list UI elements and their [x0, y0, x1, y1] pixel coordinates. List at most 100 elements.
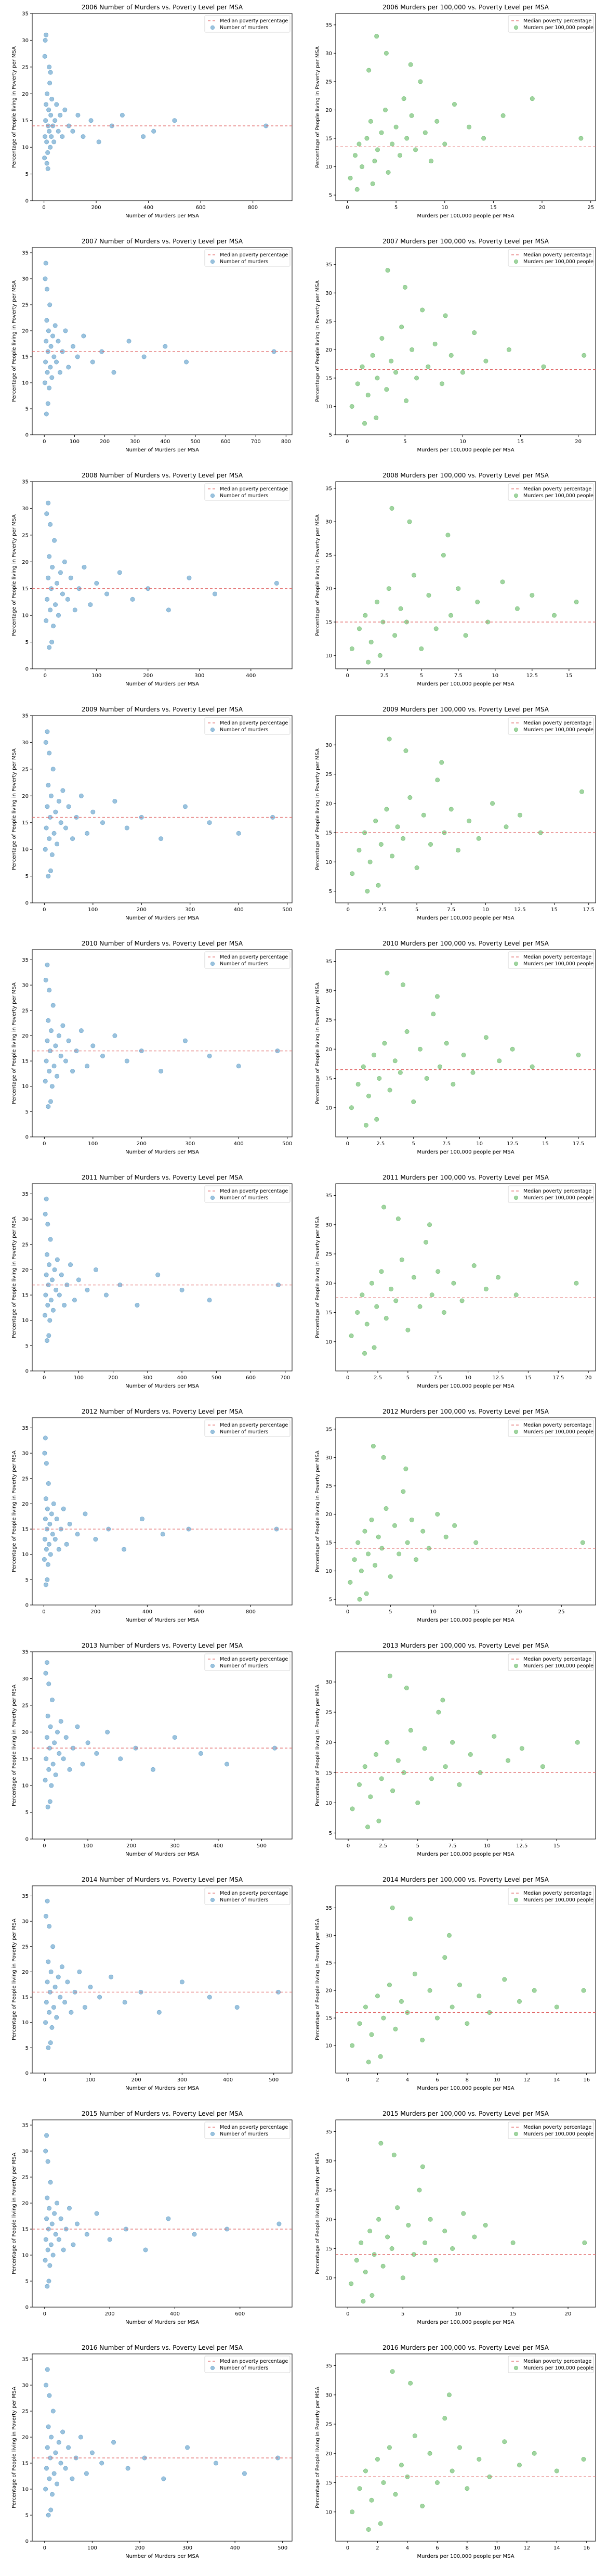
data-point	[179, 1979, 184, 1985]
x-tick-label: 5	[394, 205, 398, 211]
data-point	[370, 353, 375, 358]
legend-box	[508, 951, 594, 969]
legend-median-label: Median poverty percentage	[523, 2125, 591, 2130]
y-tick-label: 10	[325, 1569, 332, 1574]
data-point	[407, 519, 412, 524]
data-point	[448, 353, 454, 358]
x-tick-label: 0	[346, 2311, 349, 2317]
chart-panel-13: 2012 Murders per 100,000 vs. Poverty Lev…	[315, 1408, 596, 1623]
data-point	[68, 1262, 73, 1267]
data-point	[404, 136, 410, 141]
plot-frame	[32, 1417, 293, 1606]
plot-frame	[32, 715, 293, 903]
data-point	[384, 387, 389, 392]
data-point	[483, 358, 489, 364]
data-point	[44, 339, 49, 344]
data-point	[350, 1806, 355, 1811]
data-point	[49, 2492, 55, 2497]
data-point	[64, 1542, 69, 1547]
data-point	[43, 1079, 48, 1084]
data-point	[378, 2054, 383, 2059]
data-point	[450, 1740, 455, 1745]
data-point	[374, 34, 379, 39]
data-point	[402, 284, 407, 290]
data-point	[44, 2383, 49, 2388]
x-tick-label: 5	[389, 1609, 392, 1615]
data-point	[57, 1751, 62, 1756]
y-tick-label: 30	[325, 1680, 332, 1686]
legend-box	[204, 483, 291, 501]
legend-marker-swatch	[210, 1429, 215, 1434]
data-point	[365, 393, 371, 398]
x-tick-label: 400	[160, 439, 170, 445]
data-point	[82, 565, 87, 570]
data-point	[100, 1053, 105, 1058]
data-point	[401, 1489, 406, 1494]
data-point	[44, 1196, 49, 1201]
panel-title: 2015 Number of Murders vs. Poverty Level…	[82, 2110, 243, 2117]
chart-panel-14: 2013 Number of Murders vs. Poverty Level…	[11, 1642, 293, 1857]
data-point	[379, 336, 385, 341]
panel-title: 2013 Murders per 100,000 vs. Poverty Lev…	[382, 1642, 549, 1649]
data-point	[361, 2299, 366, 2304]
y-tick-label: 30	[325, 1455, 332, 1461]
y-tick-label: 35	[325, 1427, 332, 1432]
data-point	[414, 865, 419, 871]
data-point	[495, 1275, 500, 1280]
data-point	[49, 1698, 55, 1703]
data-point	[442, 1955, 447, 1960]
data-point	[45, 1562, 50, 1567]
data-point	[379, 1269, 384, 1274]
data-point	[387, 1673, 392, 1678]
data-point	[387, 1983, 392, 1988]
data-point	[348, 175, 353, 180]
data-point	[389, 853, 394, 859]
data-point	[75, 112, 81, 118]
data-point	[373, 1563, 378, 1568]
chart-panel-9: 2010 Murders per 100,000 vs. Poverty Lev…	[315, 940, 596, 1155]
data-point	[48, 1237, 53, 1242]
x-tick-label: 500	[257, 1843, 267, 1849]
y-axis-label: Percentage of People living in Poverty p…	[11, 982, 17, 1104]
data-point	[54, 1517, 59, 1522]
data-point	[45, 962, 50, 967]
y-tick-label: 30	[325, 291, 332, 296]
data-point	[389, 506, 394, 511]
data-point	[141, 354, 147, 359]
x-tick-label: 12.5	[514, 907, 525, 913]
data-point	[442, 2416, 447, 2421]
data-point	[442, 141, 447, 147]
data-point	[384, 807, 389, 812]
data-point	[47, 81, 52, 86]
legend-marker-swatch	[210, 2365, 215, 2371]
data-point	[372, 159, 377, 164]
data-point	[109, 1974, 114, 1979]
plot-frame	[32, 1651, 293, 1840]
y-tick-label: 25	[325, 1252, 332, 1258]
x-tick-label: 100	[74, 1375, 84, 1381]
y-tick-label: 25	[325, 2422, 332, 2428]
data-point	[62, 1303, 67, 1308]
x-axis-label: Murders per 100,000 people per MSA	[417, 2320, 514, 2325]
x-tick-label: 8	[466, 2545, 469, 2551]
x-tick-label: 10	[476, 1141, 483, 1147]
data-point	[82, 2005, 87, 2010]
data-point	[47, 1521, 52, 1526]
data-point	[60, 2429, 65, 2435]
data-point	[49, 1084, 55, 1089]
data-point	[44, 511, 49, 516]
data-point	[88, 118, 94, 123]
plot-frame	[335, 715, 596, 903]
data-point	[372, 1053, 377, 1058]
data-point	[52, 2211, 57, 2216]
data-point	[43, 118, 48, 123]
data-point	[276, 2221, 282, 2227]
data-point	[46, 1681, 51, 1687]
legend-box	[204, 249, 291, 267]
data-point	[242, 2471, 247, 2476]
data-point	[365, 889, 370, 894]
legend-median-label: Median poverty percentage	[523, 1422, 591, 1428]
data-point	[93, 1537, 98, 1542]
y-tick-label: 25	[22, 2175, 29, 2181]
legend-box	[508, 2355, 594, 2373]
